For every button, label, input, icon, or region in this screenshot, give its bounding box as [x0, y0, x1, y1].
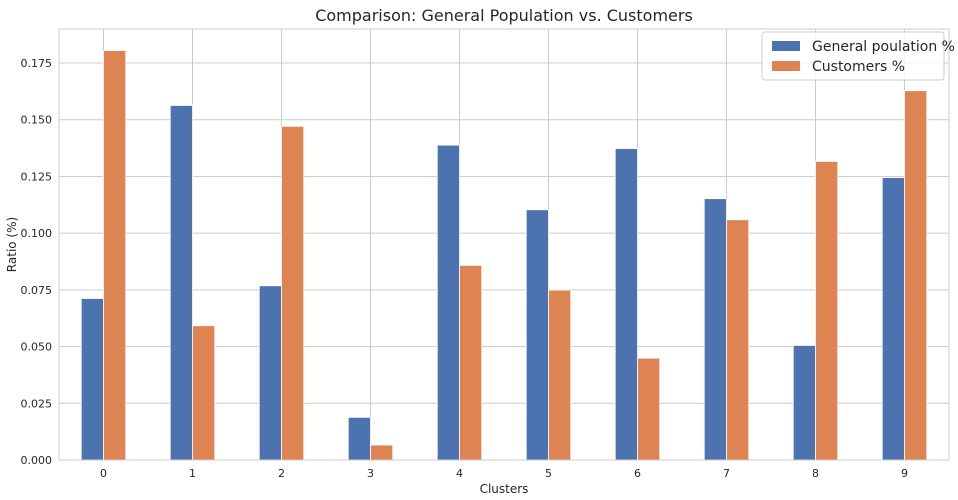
bar-customers-4 [459, 264, 483, 461]
chart-title: Comparison: General Population vs. Custo… [315, 6, 693, 25]
x-tick-label: 4 [456, 467, 463, 480]
y-tick-label: 0.125 [21, 170, 53, 183]
y-tick-label: 0.050 [21, 341, 53, 354]
bar-general-population-6 [614, 148, 638, 461]
legend-swatch-customers [772, 61, 800, 71]
x-tick-label: 0 [100, 467, 107, 480]
legend-label-customers: Customers % [812, 59, 905, 75]
bar-general-population-1 [169, 105, 193, 461]
x-tick-label: 9 [901, 467, 908, 480]
x-tick-label: 5 [545, 467, 552, 480]
y-tick-label: 0.175 [21, 57, 53, 70]
x-tick-label: 6 [634, 467, 641, 480]
y-tick-label: 0.075 [21, 284, 53, 297]
bar-customers-5 [548, 289, 572, 461]
x-tick-label: 8 [812, 467, 819, 480]
bar-general-population-8 [792, 345, 816, 461]
y-tick-labels: 0.000 0.025 0.050 0.075 0.100 0.125 0.150 0.175 [21, 57, 53, 467]
bar-customers-1 [192, 325, 216, 461]
legend-box [761, 31, 945, 81]
x-tick-labels: 0 1 2 3 4 5 6 7 8 9 [100, 467, 908, 480]
bar-general-population-5 [525, 209, 549, 461]
bar-customers-6 [637, 357, 661, 461]
bars [80, 50, 928, 461]
bar-customers-9 [904, 90, 928, 461]
plot-frame [58, 28, 950, 461]
bar-customers-8 [815, 161, 839, 461]
bar-general-population-7 [703, 198, 727, 461]
bar-customers-7 [726, 219, 750, 461]
x-tick-label: 2 [278, 467, 285, 480]
bar-general-population-4 [436, 144, 460, 461]
y-tick-label: 0.150 [21, 114, 53, 127]
x-tick-label: 7 [723, 467, 730, 480]
bar-general-population-9 [881, 177, 905, 461]
y-tick-label: 0.100 [21, 227, 53, 240]
y-tick-label: 0.000 [21, 454, 53, 467]
legend-swatch-general-population [772, 41, 800, 51]
x-tick-label: 3 [367, 467, 374, 480]
legend: General poulation % Customers % [761, 31, 955, 81]
legend-label-general-population: General poulation % [812, 39, 955, 55]
bar-general-population-3 [347, 416, 371, 461]
bar-customers-3 [370, 444, 394, 461]
y-axis-label: Ratio (%) [5, 217, 19, 272]
y-tick-label: 0.025 [21, 397, 53, 410]
x-tick-label: 1 [189, 467, 196, 480]
bar-customers-2 [281, 125, 305, 461]
bar-general-population-0 [80, 298, 104, 461]
x-axis-label: Clusters [480, 482, 529, 496]
bar-customers-0 [103, 50, 127, 461]
bar-general-population-2 [258, 285, 282, 461]
